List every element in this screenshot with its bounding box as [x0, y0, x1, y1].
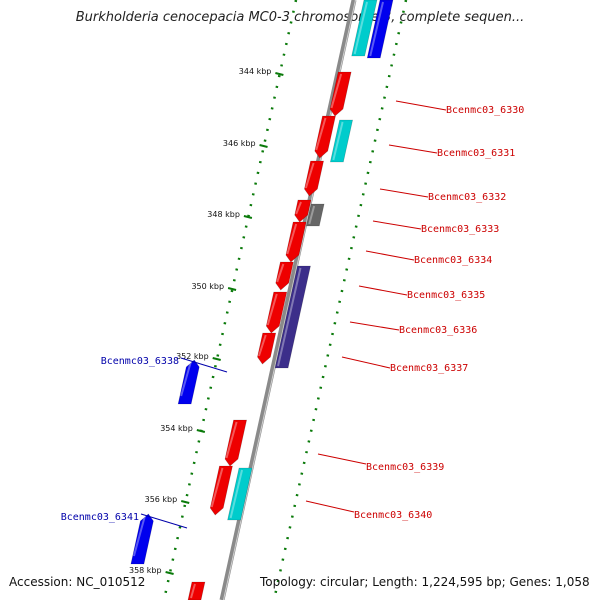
gene-features [130, 0, 394, 600]
label-leader-line [388, 144, 438, 154]
gene-6340-cyan [227, 467, 253, 521]
kbp-tick-mark [165, 571, 174, 575]
gene-label: Bcenmc03_6337 [390, 363, 468, 374]
gene-6340 [209, 465, 233, 516]
kbp-tick-label: 346 kbp [223, 139, 256, 148]
gene-label: Bcenmc03_6339 [366, 462, 444, 473]
gene-6336 [265, 291, 288, 334]
gene-label: Bcenmc03_6330 [446, 105, 524, 116]
label-leader-line [305, 500, 355, 513]
kbp-tick-label: 348 kbp [207, 210, 240, 219]
gene-blue-top-shine [369, 1, 384, 57]
gene-label: Bcenmc03_6334 [414, 255, 492, 266]
gene-label: Bcenmc03_6335 [407, 290, 485, 301]
gene-6331-shine [315, 117, 327, 151]
gene-label: Bcenmc03_6336 [399, 325, 477, 336]
gene-purple [274, 265, 311, 369]
gene-6338-shine [180, 361, 192, 397]
gene-6338 [177, 359, 200, 405]
gene-6341 [130, 513, 154, 565]
kbp-tick-label: 344 kbp [239, 67, 272, 76]
kbp-tick-mark [196, 429, 206, 433]
gene-6330-shine [330, 73, 343, 109]
gene-6333-shine [295, 201, 302, 215]
map-title: Burkholderia cenocepacia MC0-3 chromosom… [75, 10, 525, 25]
label-leader-line [349, 321, 400, 331]
gene-label: Bcenmc03_6331 [437, 148, 515, 159]
kbp-tick-mark [275, 72, 284, 76]
gene-6334 [285, 221, 307, 263]
kbp-tick-label: 358 kbp [129, 566, 162, 575]
gene-6333-gray-shine [308, 205, 316, 225]
label-leader-line [372, 220, 422, 230]
kbp-tick-label: 352 kbp [176, 352, 209, 361]
gene-red-bottom-shine [190, 583, 196, 599]
kbp-tick-mark [259, 144, 268, 148]
gene-cyan-top-shine [353, 1, 368, 55]
gene-label: Bcenmc03_6338 [101, 356, 179, 367]
gene-purple-shine [277, 267, 302, 367]
gene-6339 [224, 419, 247, 467]
gene-6331-cyan [329, 119, 353, 163]
kbp-tick-mark [243, 215, 253, 219]
gene-6336-shine [266, 293, 278, 326]
gene-label: Bcenmc03_6333 [421, 224, 499, 235]
gene-6333-gray [305, 203, 325, 227]
gene-6330 [329, 71, 352, 117]
gene-6339-shine [225, 421, 238, 459]
gene-6337-shine [257, 334, 267, 357]
kbp-tick-label: 350 kbp [191, 282, 224, 291]
gene-6337 [257, 332, 277, 365]
gene-6331 [314, 115, 336, 159]
gene-6340-cyan-shine [229, 469, 244, 519]
gene-6341-shine [132, 515, 146, 557]
kbp-tick-mark [180, 500, 190, 504]
gene-label: Bcenmc03_6340 [354, 510, 432, 521]
gene-label: Bcenmc03_6332 [428, 192, 506, 203]
gene-6332-shine [304, 162, 315, 189]
label-leader-line [358, 285, 408, 296]
gene-6333 [294, 199, 312, 223]
label-leader-line [317, 453, 367, 465]
gene-6331-cyan-shine [332, 121, 344, 161]
kbp-ticks: 344 kbp 346 kbp 348 kbp 350 kbp 352 kbp 354 k… [129, 67, 284, 575]
label-leader-line [341, 356, 391, 369]
gene-label: Bcenmc03_6341 [61, 512, 139, 523]
gene-6334-shine [286, 223, 298, 255]
gene-labels: Bcenmc03_6330 Bcenmc03_6331 Bcenmc03_6332 B… [61, 100, 524, 529]
gene-6332 [304, 160, 324, 197]
gene-blue-top [366, 0, 394, 59]
kbp-tick-mark [212, 357, 221, 361]
kbp-tick-mark [227, 287, 237, 291]
topology-text: Topology: circular; Length: 1,224,595 bp… [260, 575, 590, 589]
label-leader-line [180, 357, 228, 373]
label-leader-line [395, 100, 447, 111]
label-leader-line [140, 513, 188, 529]
label-leader-line [365, 250, 415, 261]
gene-6335-shine [276, 263, 285, 283]
gene-6340-shine [210, 467, 224, 508]
label-leader-line [379, 188, 429, 198]
gene-cyan-top [351, 0, 378, 57]
gene-6335 [275, 261, 294, 291]
kbp-tick-label: 356 kbp [145, 495, 178, 504]
gene-red-bottom [187, 581, 206, 600]
kbp-tick-label: 354 kbp [160, 424, 193, 433]
accession-text: Accession: NC_010512 [9, 575, 146, 589]
